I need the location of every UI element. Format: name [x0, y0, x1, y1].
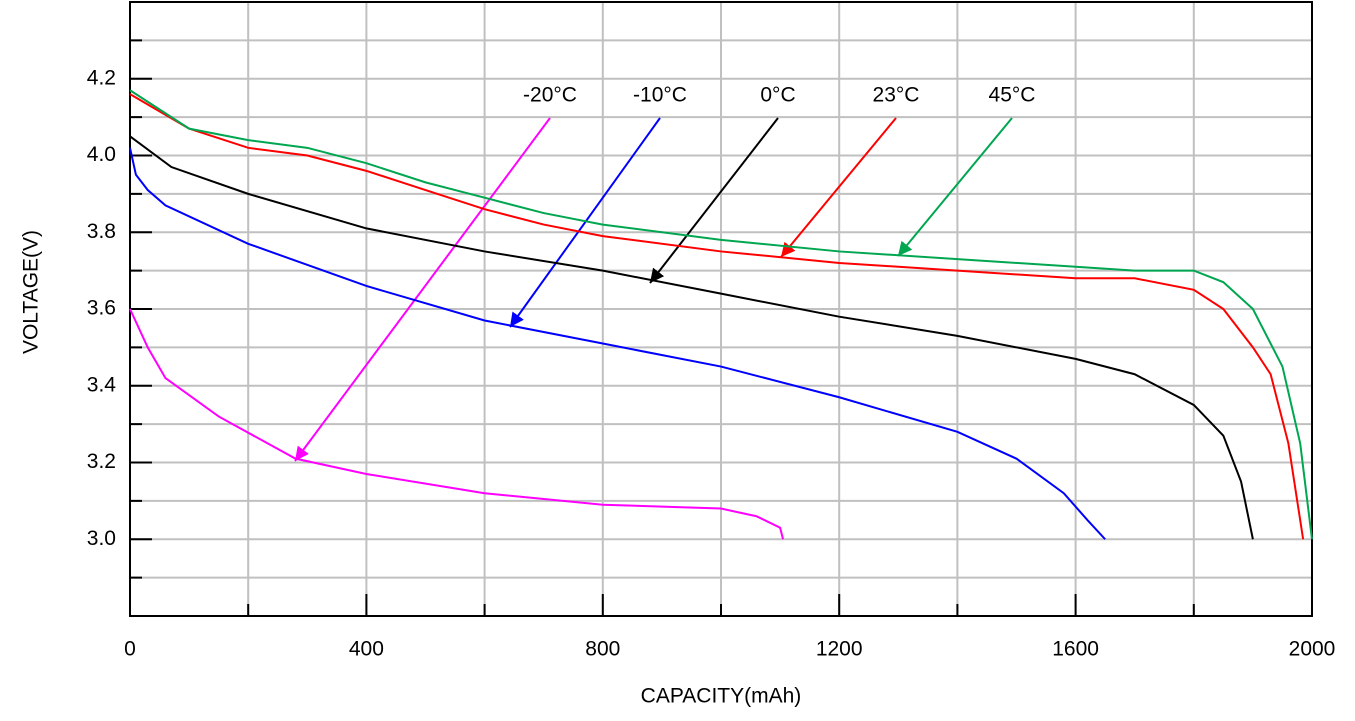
- data-line: [129, 89, 1313, 540]
- x-tick-label: 1200: [816, 638, 863, 661]
- annotation-arrow: [509, 117, 661, 328]
- annotation-arrow: [294, 117, 551, 462]
- x-tick-label: 800: [585, 638, 620, 661]
- y-tick-label: 3.6: [87, 297, 116, 320]
- data-line: [129, 135, 1254, 540]
- series-label: -10°C: [633, 84, 687, 107]
- x-tick-label: 2000: [1289, 638, 1336, 661]
- data-line: [129, 147, 1106, 540]
- annotation-arrow: [780, 117, 897, 258]
- annotation-arrow: [649, 117, 779, 284]
- y-axis-title: VOLTAGE(V): [20, 230, 43, 354]
- series-label: 0°C: [760, 84, 795, 107]
- y-tick-label: 3.2: [87, 450, 116, 473]
- y-tick-label: 3.0: [87, 527, 116, 550]
- x-axis-title: CAPACITY(mAh): [641, 685, 802, 708]
- x-tick-label: 400: [349, 638, 384, 661]
- annotation-arrow: [897, 117, 1013, 257]
- y-tick-label: 4.2: [87, 66, 116, 89]
- y-tick-label: 4.0: [87, 143, 116, 166]
- series-label: -20°C: [523, 84, 577, 107]
- x-tick-label: 1600: [1052, 638, 1099, 661]
- y-tick-label: 3.4: [87, 373, 117, 396]
- series-label: 45°C: [989, 84, 1036, 107]
- data-line: [129, 93, 1305, 540]
- y-tick-label: 3.8: [87, 220, 116, 243]
- series-label: 23°C: [873, 84, 920, 107]
- data-line: [129, 308, 785, 540]
- x-tick-label: 0: [124, 638, 136, 661]
